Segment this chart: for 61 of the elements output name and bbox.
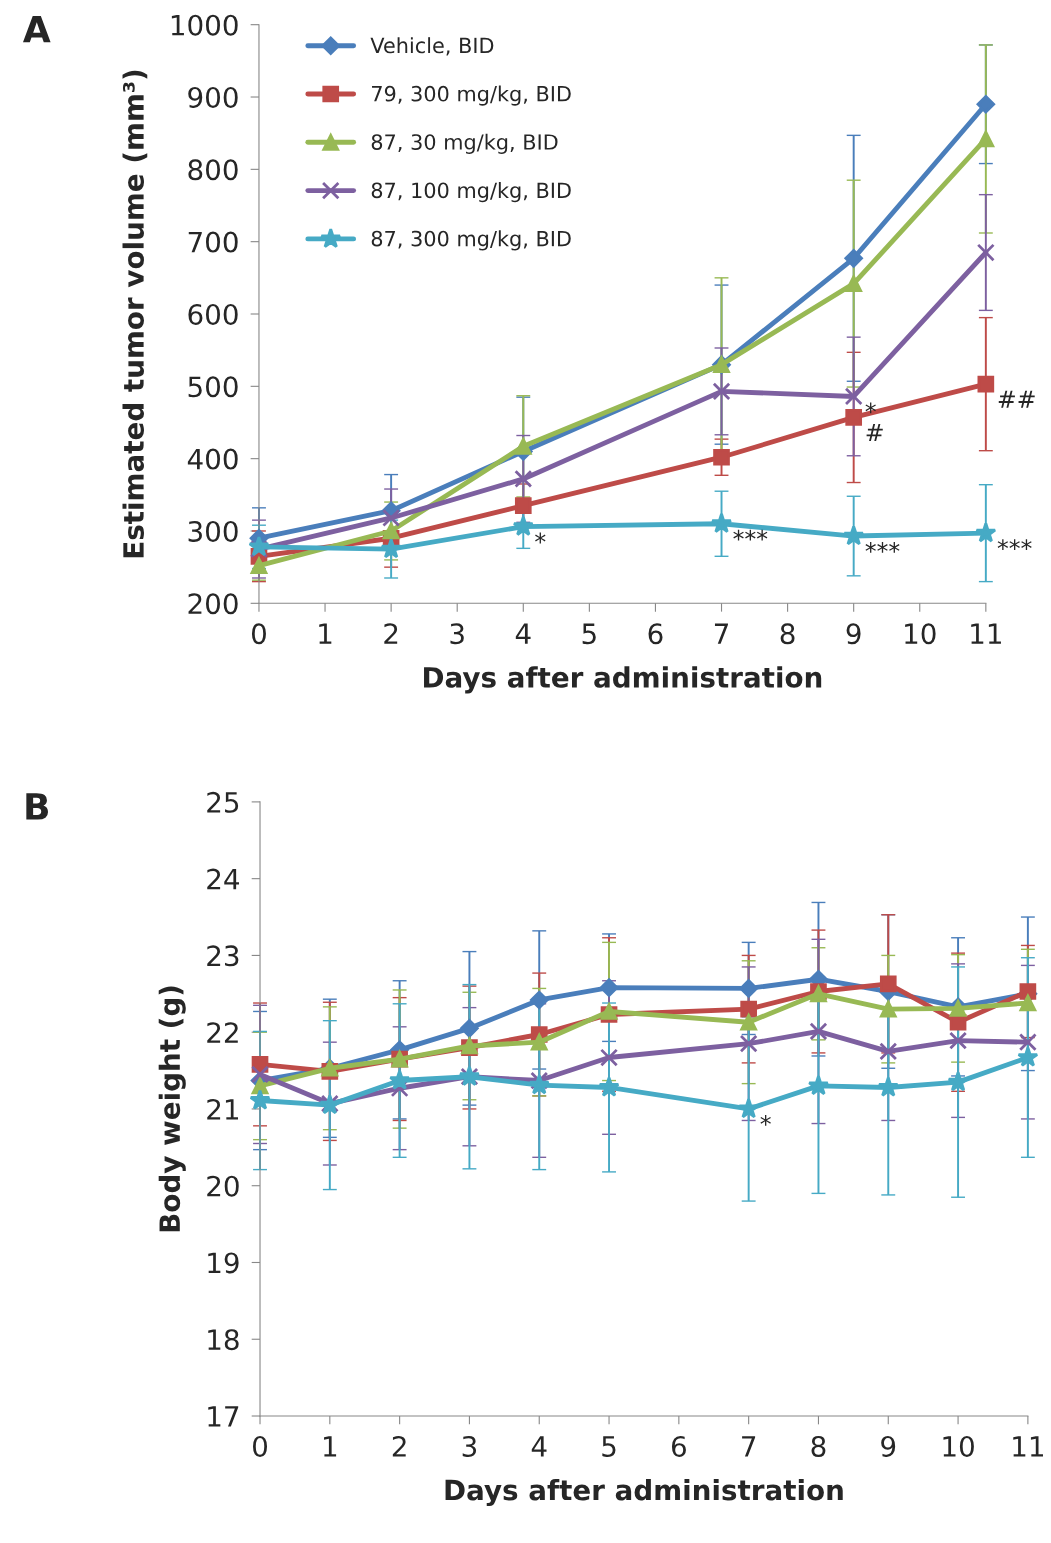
annotation: *	[760, 1114, 771, 1126]
y-tick-label: 24	[207, 868, 240, 890]
x-tick-label: 2	[392, 1435, 406, 1457]
x-axis-title: Days after administration	[445, 1479, 843, 1507]
annotation: ##	[998, 390, 1035, 408]
legend-label: 79, 300 mg/kg, BID	[372, 85, 571, 106]
x-tick-label: 3	[462, 1435, 477, 1457]
annotation: *	[865, 402, 876, 414]
x-tick-label: 5	[582, 623, 596, 645]
annotation: ***	[997, 539, 1032, 550]
annotation: ***	[733, 529, 768, 541]
annotation: #	[866, 423, 883, 441]
x-tick-label: 6	[648, 623, 663, 645]
x-tick-label: 10	[905, 623, 936, 645]
x-tick-label: 11	[971, 623, 1001, 644]
legend-label: 87, 30 mg/kg, BID	[371, 133, 558, 154]
x-tick-label: 0	[253, 1435, 268, 1457]
y-tick-label: 700	[188, 231, 238, 253]
x-tick-label: 9	[881, 1435, 896, 1457]
chart-title: A	[22, 16, 51, 43]
legend-label: 87, 100 mg/kg, BID	[371, 182, 571, 203]
y-tick-label: 200	[188, 593, 238, 615]
y-tick-label: 800	[188, 159, 238, 181]
x-tick-label: 8	[780, 623, 795, 645]
y-tick-label: 300	[188, 520, 238, 542]
annotation: *	[535, 532, 546, 544]
x-tick-label: 4	[531, 1436, 547, 1457]
y-tick-label: 17	[208, 1406, 239, 1427]
x-tick-label: 8	[811, 1435, 826, 1457]
y-tick-label: 900	[188, 86, 238, 108]
y-tick-label: 500	[188, 376, 238, 398]
y-tick-label: 400	[187, 448, 238, 470]
legend-label: 87, 300 mg/kg, BID	[371, 230, 571, 251]
annotation: ***	[865, 542, 900, 553]
y-tick-label: 18	[208, 1329, 239, 1351]
chart-title: B	[26, 793, 49, 820]
y-tick-label: 23	[207, 945, 239, 967]
y-tick-label: 19	[208, 1252, 239, 1274]
x-tick-label: 5	[602, 1436, 616, 1457]
x-tick-label: 1	[324, 1436, 337, 1457]
x-tick-label: 10	[943, 1435, 974, 1457]
x-tick-label: 4	[515, 623, 531, 644]
x-tick-label: 6	[671, 1435, 686, 1457]
x-tick-label: 2	[384, 623, 398, 644]
y-axis-title: Estimated tumor volume (mm³)	[122, 70, 148, 558]
x-tick-label: 11	[1013, 1436, 1043, 1457]
y-tick-label: 1000	[171, 14, 238, 36]
y-tick-label: 20	[207, 1175, 239, 1197]
x-axis-title: Days after administration	[424, 666, 822, 694]
x-tick-label: 3	[450, 623, 464, 645]
y-tick-label: 25	[207, 791, 239, 813]
x-tick-label: 9	[846, 623, 861, 645]
y-tick-label: 21	[207, 1098, 239, 1120]
x-tick-label: 0	[251, 623, 266, 645]
y-axis-title: Body weight (g)	[158, 986, 186, 1232]
x-tick-label: 7	[714, 623, 728, 644]
legend-label: Vehicle, BID	[370, 37, 494, 56]
x-tick-label: 7	[742, 1436, 756, 1457]
y-tick-label: 22	[207, 1022, 238, 1043]
x-tick-label: 1	[319, 623, 332, 644]
y-tick-label: 600	[188, 303, 238, 325]
